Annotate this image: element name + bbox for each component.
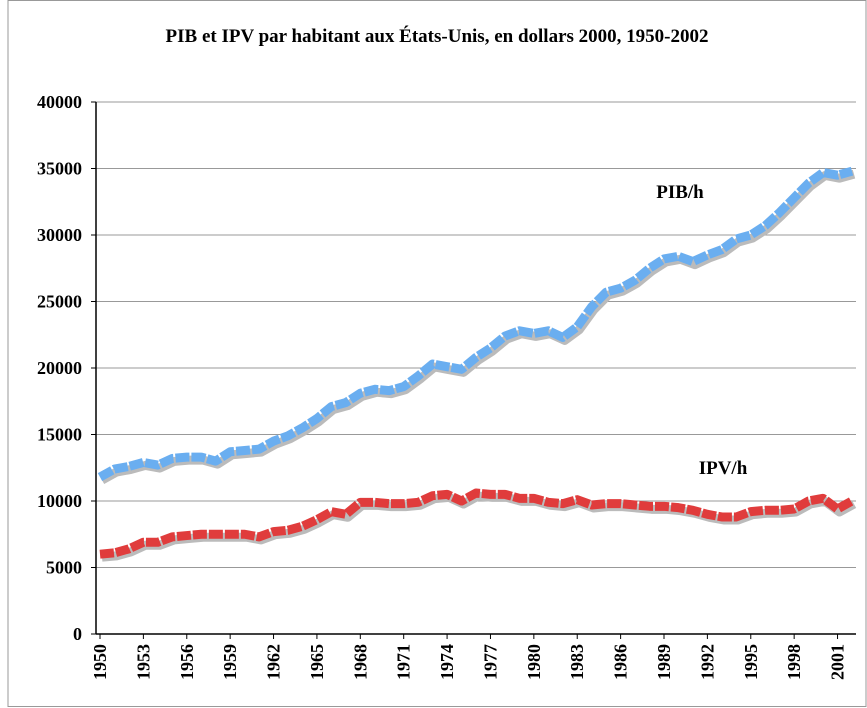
x-tick-label: 2001 [828,644,848,680]
x-tick-label: 1953 [133,644,153,680]
x-tick-label: 1998 [784,644,804,680]
series-line [97,166,854,481]
y-tick-label: 10000 [37,491,82,511]
x-tick-label: 1971 [394,644,414,680]
y-tick-label: 40000 [37,92,82,112]
x-tick-label: 1950 [90,644,110,680]
x-tick-label: 1989 [654,644,674,680]
y-tick-label: 25000 [37,292,82,312]
y-tick-label: 20000 [37,358,82,378]
y-tick-label: 15000 [37,425,82,445]
line-shadow [101,491,857,562]
x-tick-label: 1965 [307,644,327,680]
series-annotation: IPV/h [699,458,748,479]
series-line [99,488,855,559]
x-tick-label: 1956 [177,644,197,680]
x-tick-label: 1968 [350,644,370,680]
x-tick-label: 1992 [697,644,717,680]
x-tick-label: 1962 [264,644,284,680]
y-tick-label: 30000 [37,225,82,245]
x-tick-label: 1995 [741,644,761,680]
x-tick-label: 1959 [220,644,240,680]
x-tick-label: 1974 [437,644,457,680]
y-tick-label: 35000 [37,159,82,179]
y-tick-label: 5000 [46,558,82,578]
y-tick-label: 0 [73,624,82,644]
x-tick-label: 1980 [524,644,544,680]
series-annotation: PIB/h [656,182,704,203]
x-tick-label: 1983 [567,644,587,680]
x-tick-label: 1986 [611,644,631,680]
x-tick-label: 1977 [480,644,500,680]
chart-frame [7,0,867,707]
chart-title: PIB et IPV par habitant aux États-Unis, … [166,25,709,47]
